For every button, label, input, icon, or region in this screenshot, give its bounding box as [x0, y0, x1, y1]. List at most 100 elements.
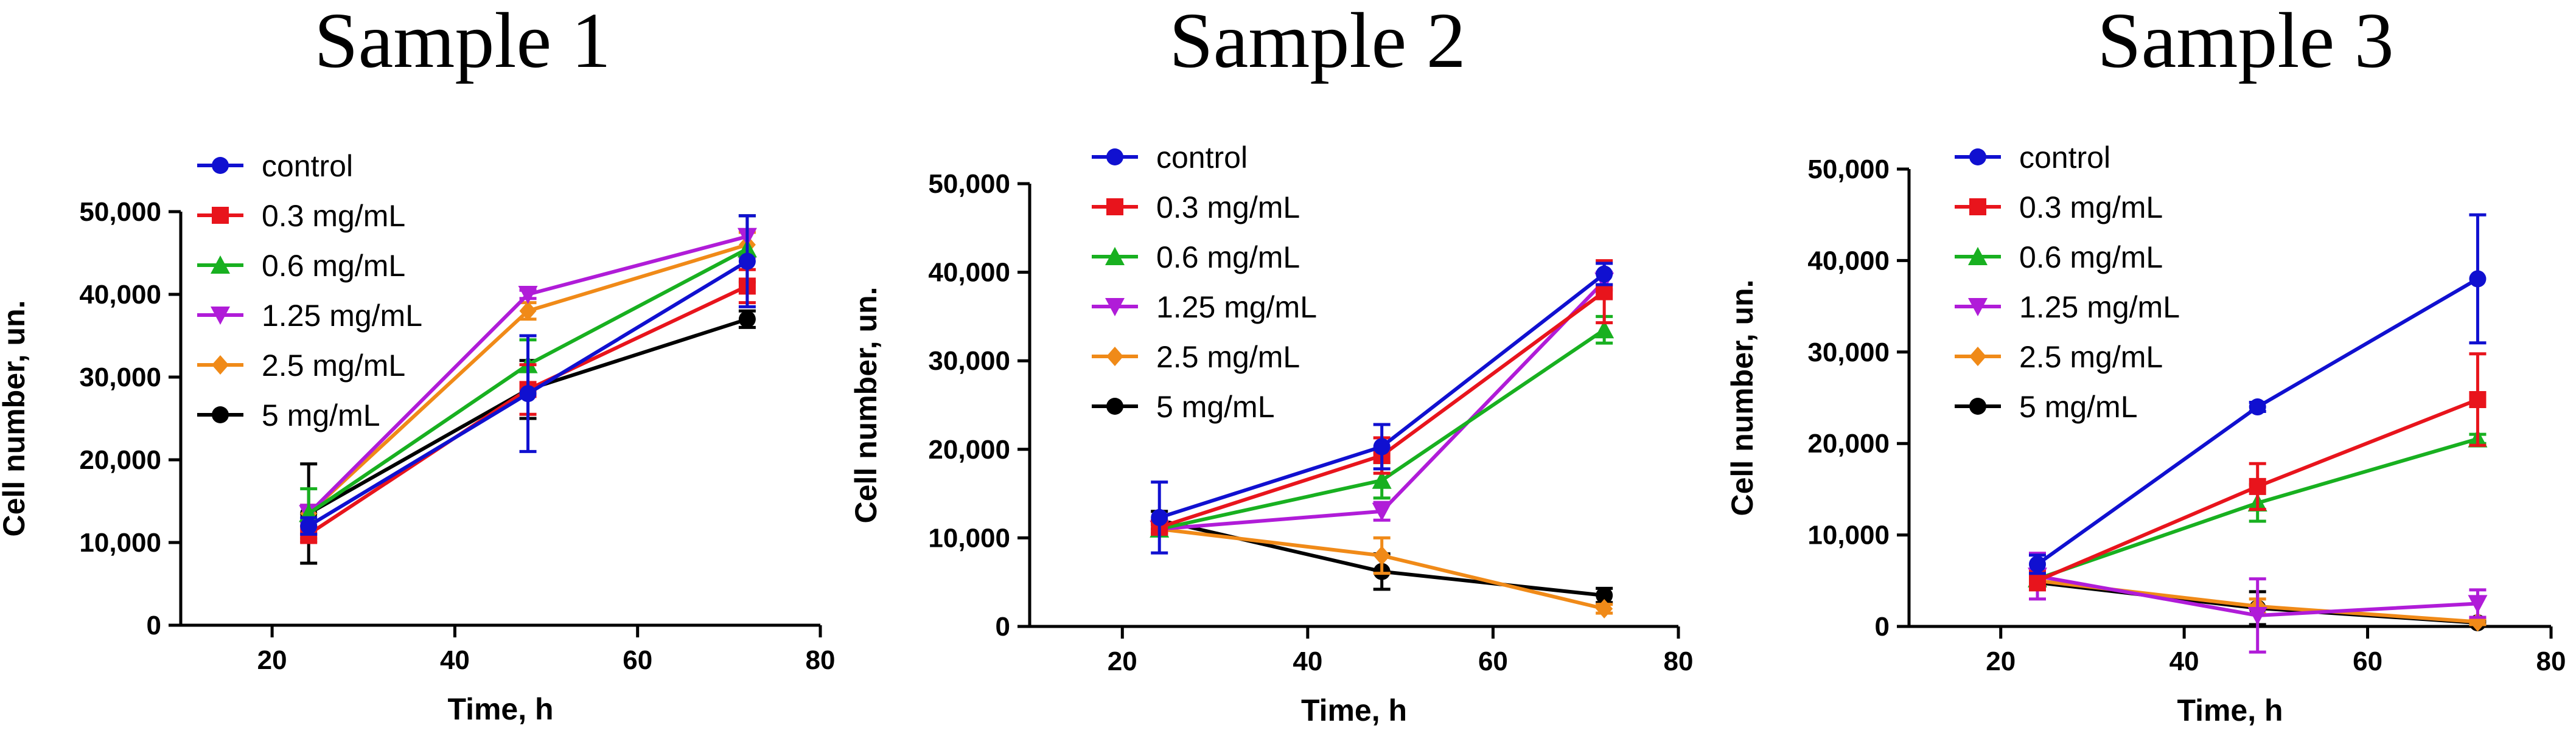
- legend-item: 1.25 mg/mL: [1092, 290, 1317, 324]
- data-point: [300, 517, 318, 535]
- x-tick-label: 80: [1664, 647, 1694, 676]
- y-tick-label: 50,000: [1807, 154, 1890, 184]
- legend-item: 0.6 mg/mL: [197, 249, 405, 283]
- legend-item: 2.5 mg/mL: [1092, 340, 1300, 374]
- data-point: [1594, 320, 1614, 339]
- legend-marker: [212, 355, 229, 375]
- y-tick-label: 30,000: [79, 362, 161, 392]
- data-point: [519, 385, 537, 403]
- legend-label: 5 mg/mL: [262, 398, 380, 432]
- legend-item: 5 mg/mL: [1955, 390, 2138, 424]
- x-tick-label: 60: [2353, 647, 2382, 676]
- y-tick-label: 50,000: [79, 197, 161, 227]
- chart-panels: Sample 1 0 10,000 20,000 30,000 40,000 50,000 2…: [0, 0, 2566, 727]
- legend-item: 0.6 mg/mL: [1955, 240, 2163, 274]
- chart-title: Sample 3: [2097, 0, 2393, 85]
- y-tick-label: 10,000: [79, 528, 161, 558]
- legend-label: 2.5 mg/mL: [1156, 340, 1300, 374]
- chart-panel-2: Sample 2 0 10,000 20,000 30,000 40,000 50,000 2…: [849, 0, 1693, 727]
- data-point: [1151, 508, 1168, 526]
- legend-item: control: [1092, 140, 1248, 175]
- legend-label: 0.6 mg/mL: [2019, 240, 2163, 274]
- series-1-25-mg-ml: [2028, 552, 2488, 654]
- legend-item: 1.25 mg/mL: [1955, 290, 2180, 324]
- legend-label: control: [1156, 140, 1248, 175]
- legend-item: 5 mg/mL: [1092, 390, 1275, 424]
- legend-label: 0.3 mg/mL: [262, 199, 405, 233]
- legend-marker: [212, 406, 229, 423]
- x-axis-title: Time, h: [1301, 693, 1407, 727]
- legend-label: control: [262, 149, 353, 183]
- legend-marker: [212, 207, 229, 224]
- data-point: [738, 252, 756, 270]
- x-tick-label: 40: [440, 645, 470, 675]
- legend: control 0.3 mg/mL 0.6 mg/mL 1.25 mg/mL 2.5 m…: [1955, 140, 2180, 424]
- legend-marker: [1969, 148, 1986, 165]
- y-tick-label: 20,000: [928, 435, 1010, 465]
- legend: control 0.3 mg/mL 0.6 mg/mL 1.25 mg/mL 2.5 m…: [197, 149, 422, 432]
- data-point: [519, 301, 537, 321]
- y-tick-label: 0: [147, 611, 161, 640]
- x-tick-label: 20: [1108, 647, 1137, 676]
- legend-label: 0.6 mg/mL: [1156, 240, 1300, 274]
- legend-label: 2.5 mg/mL: [2019, 340, 2163, 374]
- legend-item: 2.5 mg/mL: [1955, 340, 2163, 374]
- legend-item: 0.3 mg/mL: [1955, 190, 2163, 224]
- legend: control 0.3 mg/mL 0.6 mg/mL 1.25 mg/mL 2.5 m…: [1092, 140, 1317, 424]
- y-axis-title: Cell number, un.: [0, 300, 31, 537]
- y-tick-label: 0: [996, 612, 1010, 642]
- y-tick-label: 40,000: [928, 258, 1010, 288]
- legend-marker: [211, 307, 230, 325]
- data-point: [1596, 587, 1613, 605]
- y-axis-title: Cell number, un.: [849, 287, 883, 524]
- y-tick-label: 10,000: [1807, 521, 1890, 550]
- data-point: [2247, 606, 2267, 625]
- series-control: [300, 214, 756, 536]
- legend-marker: [1106, 347, 1123, 366]
- y-tick-label: 20,000: [79, 445, 161, 475]
- legend-label: control: [2019, 140, 2110, 175]
- x-tick-label: 60: [623, 645, 652, 675]
- data-point: [2029, 572, 2046, 589]
- legend-item: control: [1955, 140, 2110, 175]
- x-tick-label: 40: [2169, 647, 2199, 676]
- y-tick-label: 30,000: [1807, 338, 1890, 367]
- y-tick-label: 30,000: [928, 346, 1010, 376]
- legend-marker: [1969, 398, 1986, 415]
- legend-label: 1.25 mg/mL: [1156, 290, 1317, 324]
- x-axis-title: Time, h: [447, 692, 553, 726]
- legend-label: 5 mg/mL: [1156, 390, 1275, 424]
- legend-marker: [1106, 148, 1123, 165]
- chart-title: Sample 1: [314, 0, 610, 85]
- chart-panel-3: Sample 3 0 10,000 20,000 30,000 40,000 50,000 2…: [1725, 0, 2566, 727]
- legend-marker: [1105, 247, 1125, 265]
- chart-title: Sample 2: [1169, 0, 1465, 85]
- data-point: [1596, 265, 1613, 283]
- data-point: [1372, 470, 1392, 489]
- data-point: [2468, 595, 2488, 614]
- data-point: [2249, 398, 2266, 416]
- data-point: [1373, 546, 1391, 566]
- legend-item: 5 mg/mL: [197, 398, 380, 432]
- y-tick-label: 50,000: [928, 169, 1010, 199]
- data-point: [2249, 477, 2266, 495]
- x-tick-label: 20: [1986, 647, 2016, 676]
- x-tick-label: 60: [1478, 647, 1508, 676]
- legend-marker: [1969, 198, 1986, 215]
- legend-marker: [212, 157, 229, 174]
- legend-label: 0.6 mg/mL: [262, 249, 405, 283]
- x-tick-label: 80: [806, 645, 836, 675]
- data-point: [2469, 391, 2487, 409]
- data-point: [1373, 438, 1391, 456]
- legend-label: 5 mg/mL: [2019, 390, 2138, 424]
- x-axis-title: Time, h: [2177, 693, 2283, 727]
- y-tick-label: 0: [1875, 612, 1890, 642]
- data-point: [738, 310, 756, 328]
- x-tick-label: 20: [257, 645, 287, 675]
- legend-label: 0.3 mg/mL: [1156, 190, 1300, 224]
- x-tick-label: 40: [1293, 647, 1322, 676]
- legend-marker: [1969, 347, 1986, 366]
- legend-label: 1.25 mg/mL: [262, 299, 422, 333]
- legend-item: control: [197, 149, 353, 183]
